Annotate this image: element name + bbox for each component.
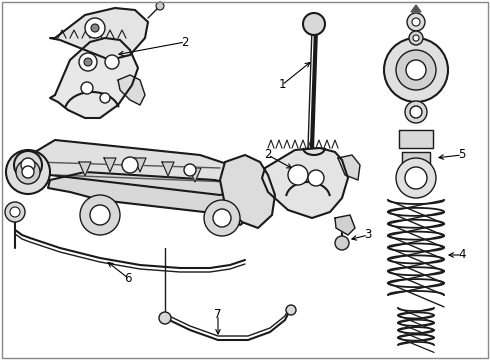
- Circle shape: [406, 60, 426, 80]
- Circle shape: [14, 151, 42, 179]
- Circle shape: [79, 53, 97, 71]
- Polygon shape: [262, 148, 348, 218]
- Polygon shape: [24, 140, 248, 195]
- Polygon shape: [48, 172, 260, 225]
- Text: 5: 5: [458, 148, 466, 162]
- Polygon shape: [162, 162, 174, 176]
- Circle shape: [184, 164, 196, 176]
- Circle shape: [405, 101, 427, 123]
- Circle shape: [21, 158, 35, 172]
- Text: 3: 3: [364, 229, 372, 242]
- Polygon shape: [335, 215, 355, 235]
- Circle shape: [335, 236, 349, 250]
- Text: 7: 7: [214, 309, 222, 321]
- Polygon shape: [220, 155, 275, 228]
- Circle shape: [410, 106, 422, 118]
- Circle shape: [22, 166, 34, 178]
- Circle shape: [156, 2, 164, 10]
- Circle shape: [396, 50, 436, 90]
- Polygon shape: [411, 5, 421, 12]
- Text: 2: 2: [264, 148, 272, 162]
- Circle shape: [412, 18, 420, 26]
- Circle shape: [396, 158, 436, 198]
- Text: 6: 6: [124, 271, 132, 284]
- Circle shape: [288, 165, 308, 185]
- Circle shape: [409, 31, 423, 45]
- Circle shape: [5, 202, 25, 222]
- Polygon shape: [338, 155, 360, 180]
- Circle shape: [413, 35, 419, 41]
- Circle shape: [286, 305, 296, 315]
- Circle shape: [407, 13, 425, 31]
- Circle shape: [81, 82, 93, 94]
- Circle shape: [84, 58, 92, 66]
- Circle shape: [303, 13, 325, 35]
- Circle shape: [10, 207, 20, 217]
- Polygon shape: [104, 158, 116, 172]
- Circle shape: [100, 93, 110, 103]
- Polygon shape: [402, 152, 430, 166]
- Circle shape: [90, 205, 110, 225]
- Circle shape: [384, 38, 448, 102]
- Circle shape: [308, 170, 324, 186]
- Circle shape: [80, 195, 120, 235]
- Circle shape: [204, 200, 240, 236]
- Circle shape: [6, 150, 50, 194]
- Polygon shape: [118, 75, 145, 105]
- Polygon shape: [79, 162, 91, 176]
- Polygon shape: [399, 130, 433, 148]
- Circle shape: [105, 55, 119, 69]
- Circle shape: [213, 209, 231, 227]
- Circle shape: [91, 24, 99, 32]
- Polygon shape: [50, 8, 148, 60]
- Polygon shape: [134, 158, 146, 172]
- Circle shape: [16, 160, 40, 184]
- Circle shape: [159, 312, 171, 324]
- Text: 1: 1: [278, 78, 286, 91]
- Circle shape: [122, 157, 138, 173]
- Text: 4: 4: [458, 248, 466, 261]
- Text: 2: 2: [181, 36, 189, 49]
- Circle shape: [85, 18, 105, 38]
- Polygon shape: [189, 168, 201, 182]
- Circle shape: [405, 167, 427, 189]
- Polygon shape: [50, 38, 138, 118]
